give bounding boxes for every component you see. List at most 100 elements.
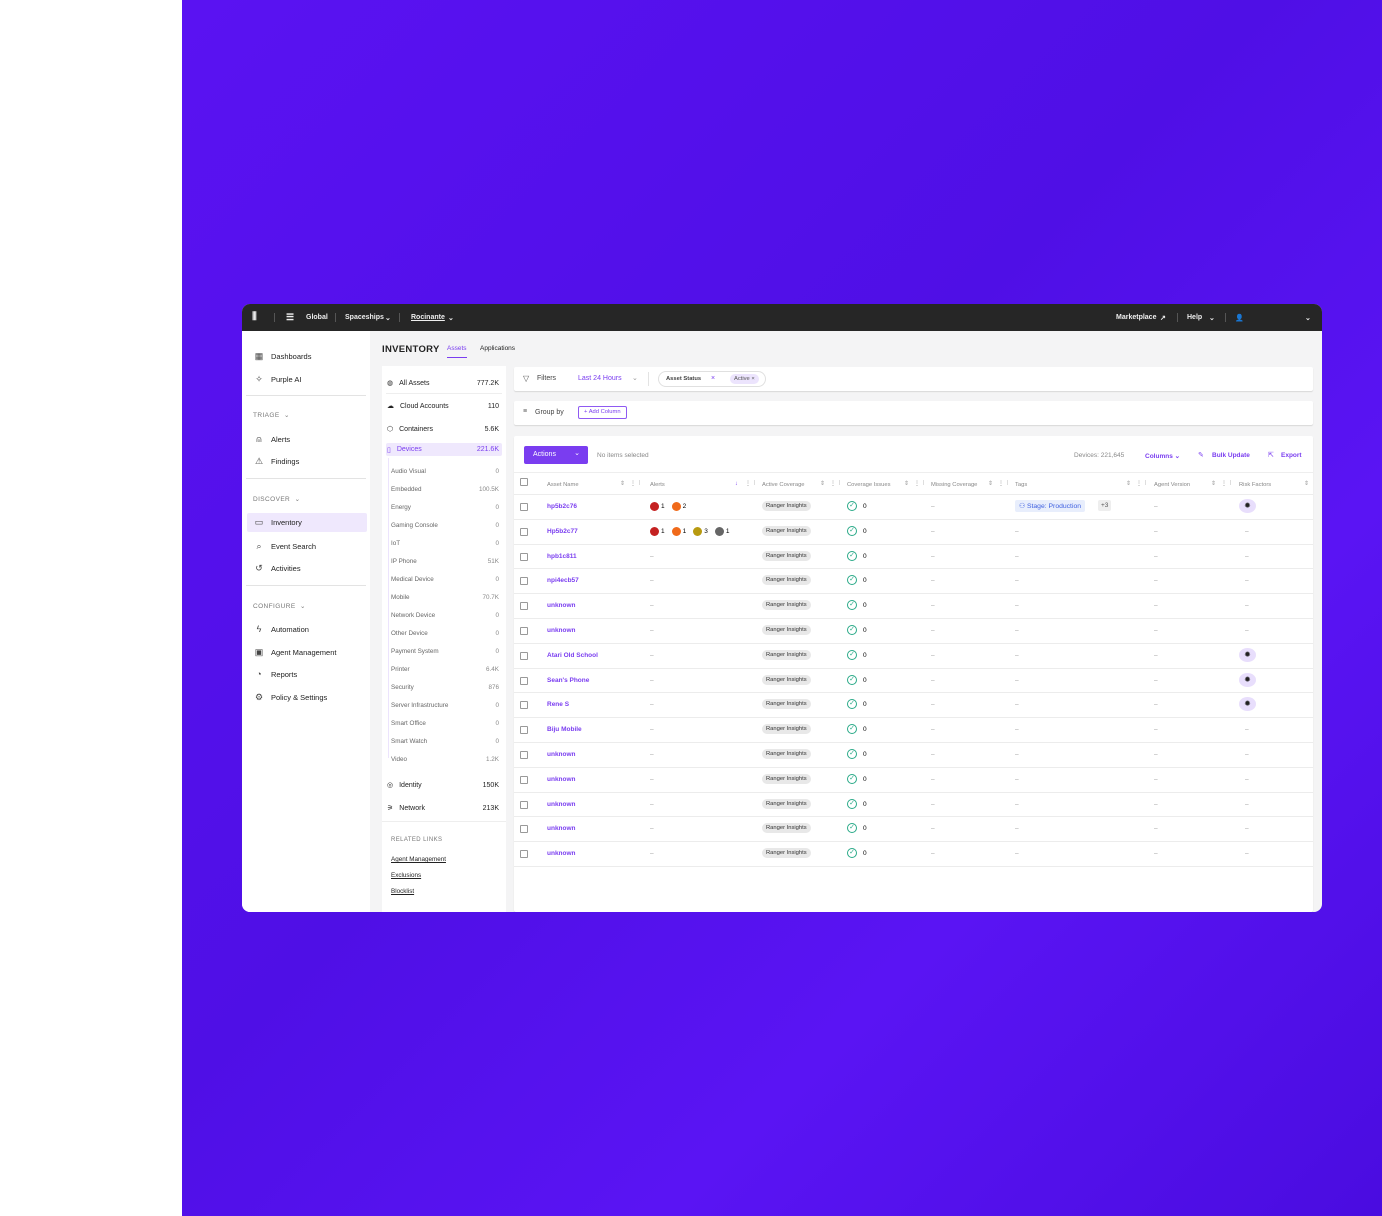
subcategory-item[interactable]: Audio Visual 0: [391, 468, 499, 475]
subcategory-item[interactable]: Printer 6.4K: [391, 666, 499, 673]
row-checkbox[interactable]: [520, 503, 528, 511]
alert-high-badge[interactable]: 1: [671, 526, 686, 536]
table-row[interactable]: Biju Mobile – Ranger Insights ✓ 0 – – – –: [514, 717, 1313, 742]
category-cloud-accounts[interactable]: ☁ Cloud Accounts 110: [386, 402, 502, 411]
row-checkbox[interactable]: [520, 651, 528, 660]
asset-name-link[interactable]: npi4ecb57: [547, 577, 579, 585]
risk-factor-bug-icon[interactable]: ✹: [1239, 697, 1256, 712]
row-checkbox[interactable]: [520, 627, 528, 635]
related-link[interactable]: Exclusions: [391, 872, 422, 879]
category-network[interactable]: ⚞ Network 213K: [386, 804, 502, 813]
site-selector[interactable]: Rocinante: [411, 314, 445, 321]
column-menu-icon[interactable]: ⋮: [745, 481, 751, 487]
section-header[interactable]: DISCOVER ⌄: [253, 495, 300, 503]
subcategory-item[interactable]: IoT 0: [391, 540, 499, 547]
sidebar-item-agent-management[interactable]: ▣ Agent Management: [254, 647, 337, 658]
sort-icon[interactable]: ⇕: [1126, 481, 1131, 487]
category-all-assets[interactable]: ◍ All Assets 777.2K: [386, 379, 502, 388]
asset-name-link[interactable]: unknown: [547, 825, 576, 833]
table-row[interactable]: Sean's Phone – Ranger Insights ✓ 0 – – – ✹: [514, 667, 1313, 693]
subcategory-item[interactable]: IP Phone 51K: [391, 558, 499, 565]
alert-high-badge[interactable]: 2: [671, 502, 686, 511]
subcategory-item[interactable]: Smart Watch 0: [391, 738, 499, 745]
subcategory-item[interactable]: Security 876: [391, 684, 499, 691]
risk-factor-bug-icon[interactable]: ✹: [1239, 672, 1256, 687]
table-row[interactable]: npi4ecb57 – Ranger Insights ✓ 0 – – – –: [514, 568, 1313, 593]
sidebar-item-policy-settings[interactable]: ⚙ Policy & Settings: [254, 692, 327, 703]
column-header[interactable]: Risk Factors: [1239, 482, 1272, 488]
row-checkbox[interactable]: [520, 527, 528, 536]
row-checkbox[interactable]: [520, 552, 528, 561]
sidebar-item-reports[interactable]: ◔ Reports: [254, 669, 297, 679]
category-containers[interactable]: ⬡ Containers 5.6K: [386, 425, 502, 434]
row-checkbox[interactable]: [520, 850, 528, 859]
close-icon[interactable]: ×: [751, 376, 755, 382]
columns-button[interactable]: Columns ⌄: [1145, 453, 1181, 460]
bulk-update-button[interactable]: Bulk Update: [1212, 452, 1250, 459]
sidebar-item-event-search[interactable]: ⌕ Event Search: [254, 541, 316, 552]
asset-name-link[interactable]: unknown: [547, 602, 576, 610]
table-row[interactable]: Rene S – Ranger Insights ✓ 0 – – – ✹: [514, 692, 1313, 717]
subcategory-item[interactable]: Server Infrastructure 0: [391, 702, 499, 709]
asset-name-link[interactable]: hp5b2c76: [547, 503, 577, 510]
asset-name-link[interactable]: unknown: [547, 775, 576, 783]
column-header[interactable]: Alerts: [650, 482, 665, 488]
sort-icon[interactable]: ⇕: [988, 481, 993, 487]
subcategory-item[interactable]: Network Device 0: [391, 612, 499, 619]
tab-applications[interactable]: Applications: [480, 345, 516, 352]
marketplace-link[interactable]: Marketplace: [1116, 314, 1157, 321]
alert-critical-badge[interactable]: 1: [650, 502, 665, 511]
table-row[interactable]: unknown – Ranger Insights ✓ 0 – – – –: [514, 791, 1313, 817]
column-header[interactable]: Coverage Issues: [847, 482, 891, 488]
table-row[interactable]: unknown – Ranger Insights ✓ 0 – – – –: [514, 742, 1313, 767]
asset-name-link[interactable]: Sean's Phone: [547, 676, 590, 684]
column-header[interactable]: Active Coverage: [762, 482, 805, 488]
sort-desc-icon[interactable]: ↓: [735, 481, 738, 487]
row-checkbox[interactable]: [520, 676, 528, 685]
sidebar-item-alerts[interactable]: ⍝ Alerts: [254, 434, 290, 445]
table-row[interactable]: hp5b2c76 1 2 Ranger Insights ✓ 0– ⚇ Stage: Pro…: [514, 494, 1313, 519]
sidebar-item-activities[interactable]: ↺ Activities: [254, 563, 300, 574]
subcategory-item[interactable]: Medical Device 0: [391, 576, 499, 583]
alert-low-badge[interactable]: 1: [714, 526, 730, 536]
chevron-down-icon[interactable]: ⌄: [1305, 315, 1311, 322]
add-column-button[interactable]: + Add Column: [578, 406, 627, 419]
filters-button[interactable]: Filters: [537, 375, 557, 382]
subcategory-item[interactable]: Payment System 0: [391, 648, 499, 655]
row-checkbox[interactable]: [520, 701, 528, 710]
row-checkbox[interactable]: [520, 751, 528, 759]
tag-chip[interactable]: ⚇ Stage: Production: [1015, 500, 1086, 512]
actions-button[interactable]: Actions ⌄: [524, 446, 588, 464]
risk-factor-bug-icon[interactable]: ✹: [1239, 499, 1256, 513]
column-menu-icon[interactable]: ⋮: [630, 481, 636, 487]
column-menu-icon[interactable]: ⋮: [1221, 481, 1227, 487]
sort-icon[interactable]: ⇕: [1211, 481, 1216, 487]
export-button[interactable]: Export: [1281, 452, 1302, 459]
table-row[interactable]: Hp5b2c77 1 1 3 1 Ranger Insights ✓ 0 – – – –: [514, 518, 1313, 544]
column-header[interactable]: Asset Name: [547, 482, 579, 488]
table-row[interactable]: unknown – Ranger Insights ✓ 0 – – – –: [514, 816, 1313, 841]
subcategory-item[interactable]: Smart Office 0: [391, 720, 499, 727]
subcategory-item[interactable]: Gaming Console 0: [391, 522, 499, 529]
asset-name-link[interactable]: unknown: [547, 850, 576, 858]
scope-global[interactable]: Global: [306, 314, 328, 321]
table-row[interactable]: hpb1c811 – Ranger Insights ✓ 0 – – – –: [514, 543, 1313, 569]
asset-name-link[interactable]: Biju Mobile: [547, 726, 582, 734]
category-identity[interactable]: ◎ Identity 150K: [386, 781, 502, 790]
subcategory-item[interactable]: Embedded 100.5K: [391, 486, 499, 493]
account-selector[interactable]: Spaceships: [345, 314, 384, 321]
table-row[interactable]: Atari Old School – Ranger Insights ✓ 0 – – – ✹: [514, 642, 1313, 668]
asset-name-link[interactable]: Atari Old School: [547, 651, 598, 659]
subcategory-item[interactable]: Video 1.2K: [391, 756, 499, 763]
alert-critical-badge[interactable]: 1: [650, 526, 665, 536]
asset-name-link[interactable]: unknown: [547, 800, 576, 808]
sidebar-item-findings[interactable]: ⚠ Findings: [254, 456, 299, 467]
sort-icon[interactable]: ⇕: [1304, 481, 1309, 487]
sidebar-item-dashboards[interactable]: ▦ Dashboards: [254, 351, 312, 362]
table-row[interactable]: unknown – Ranger Insights ✓ 0 – – – –: [514, 593, 1313, 618]
user-icon[interactable]: 👤: [1235, 315, 1244, 322]
table-row[interactable]: unknown – Ranger Insights ✓ 0 – – – –: [514, 841, 1313, 866]
subcategory-item[interactable]: Mobile 70.7K: [391, 594, 499, 601]
sort-icon[interactable]: ⇕: [904, 481, 909, 487]
column-menu-icon[interactable]: ⋮: [830, 481, 836, 487]
